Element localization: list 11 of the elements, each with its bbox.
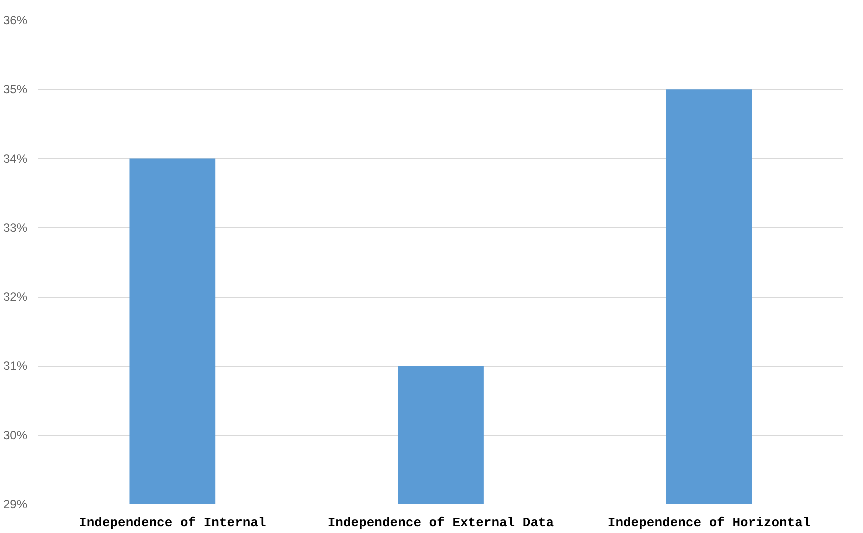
x-tick-label: Independence of External Data xyxy=(328,516,554,530)
y-tick-label: 30% xyxy=(3,428,28,442)
y-tick-label: 33% xyxy=(3,220,28,235)
y-tick-label: 36% xyxy=(3,14,28,28)
y-tick-label: 32% xyxy=(3,290,28,304)
y-tick-label: 34% xyxy=(3,152,28,166)
x-tick-label: Independence of Internal xyxy=(79,516,266,530)
y-tick-label: 35% xyxy=(3,82,28,97)
y-tick-label: 29% xyxy=(3,498,28,512)
y-tick-label: 31% xyxy=(3,359,28,374)
x-tick-label: Independence of Horizontal xyxy=(608,516,811,530)
